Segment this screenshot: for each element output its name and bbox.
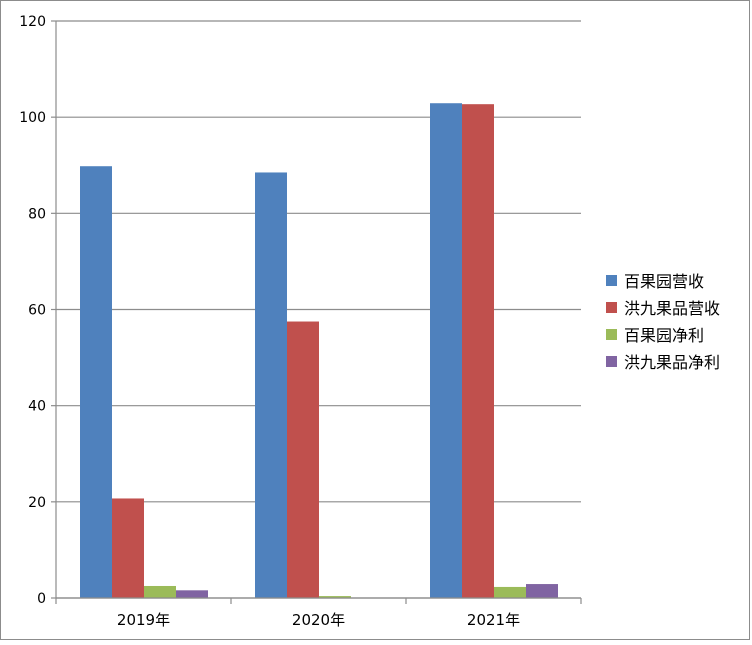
bar: [430, 103, 462, 598]
y-tick-label: 60: [28, 303, 46, 319]
bar: [112, 498, 144, 598]
x-tick-labels: 2019年 2020年 2021年: [117, 611, 520, 629]
bar: [80, 166, 112, 598]
bar: [287, 321, 319, 598]
bar: [462, 104, 494, 598]
y-tick-label: 100: [19, 110, 46, 126]
axes: [51, 20, 582, 604]
legend-swatch: [606, 275, 617, 286]
legend-swatch: [606, 329, 617, 340]
bar: [144, 585, 176, 598]
y-tick-label: 120: [19, 14, 46, 30]
bar: [255, 172, 287, 598]
bars: [80, 103, 558, 598]
legend-label: 洪九果品净利: [624, 353, 720, 372]
bar: [494, 586, 526, 598]
bar: [176, 590, 208, 598]
legend-label: 百果园营收: [624, 272, 704, 291]
x-tick-label: 2020年: [292, 611, 345, 629]
y-tick-label: 40: [28, 399, 46, 415]
legend-swatch: [606, 356, 617, 367]
y-tick-label: 20: [28, 495, 46, 511]
bar: [319, 596, 351, 598]
x-tick-label: 2019年: [117, 611, 170, 629]
bar: [526, 584, 558, 598]
legend-label: 洪九果品营收: [624, 299, 720, 318]
legend-swatch: [606, 302, 617, 313]
y-tick-label: 80: [28, 206, 46, 222]
x-tick-label: 2021年: [467, 611, 520, 629]
y-tick-label: 0: [37, 591, 46, 607]
y-tick-labels: 0 20 40 60 80 100 120: [19, 14, 46, 607]
legend-label: 百果园净利: [624, 326, 704, 345]
